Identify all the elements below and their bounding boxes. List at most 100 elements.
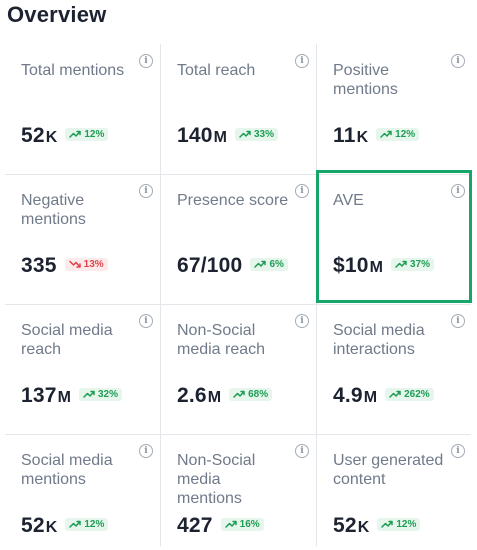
metric-label: AVE bbox=[333, 192, 364, 209]
info-icon[interactable]: i bbox=[451, 314, 465, 328]
metric-unit: M bbox=[57, 389, 71, 406]
trend-down-badge: 13% bbox=[64, 257, 108, 271]
change-percent: 37% bbox=[409, 258, 430, 270]
change-percent: 6% bbox=[269, 258, 284, 270]
info-icon[interactable]: i bbox=[295, 54, 309, 68]
change-percent: 12% bbox=[396, 518, 417, 530]
trending-up-icon bbox=[395, 259, 410, 269]
change-percent: 33% bbox=[253, 128, 274, 140]
metric-unit: K bbox=[356, 129, 369, 146]
metric-value-row: 52 K 12% bbox=[21, 514, 109, 538]
metric-value-row: 335 13% bbox=[21, 254, 108, 278]
change-percent: 68% bbox=[248, 388, 269, 400]
change-percent: 16% bbox=[239, 518, 260, 530]
metric-label: Non-Social media reach bbox=[177, 322, 266, 358]
info-icon[interactable]: i bbox=[139, 54, 153, 68]
metric-card-negative-mentions: Negative mentions i 335 13% bbox=[5, 174, 161, 304]
info-icon[interactable]: i bbox=[451, 54, 465, 68]
info-icon[interactable]: i bbox=[295, 314, 309, 328]
metric-value-row: 67/100 6% bbox=[177, 254, 288, 278]
metric-value: 67/100 bbox=[177, 254, 243, 277]
metric-label: User generated content bbox=[333, 452, 444, 488]
metric-value: 335 bbox=[21, 254, 57, 277]
column-divider bbox=[160, 44, 161, 546]
trend-up-badge: 32% bbox=[78, 387, 122, 401]
metric-unit: M bbox=[207, 389, 222, 406]
metric-value: $10 bbox=[333, 254, 369, 277]
trending-up-icon bbox=[380, 129, 395, 139]
info-icon[interactable]: i bbox=[451, 184, 465, 198]
metric-value-row: 11 K 12% bbox=[333, 124, 420, 148]
metric-unit: M bbox=[369, 259, 383, 276]
trend-up-badge: 12% bbox=[377, 517, 421, 531]
trending-up-icon bbox=[69, 129, 84, 139]
metric-card-social-media-reach: Social media reach i 137 M 32% bbox=[5, 304, 161, 434]
metric-card-total-reach: Total reach i 140 M 33% bbox=[161, 44, 317, 174]
metric-value-row: 140 M 33% bbox=[177, 124, 278, 148]
info-icon[interactable]: i bbox=[139, 184, 153, 198]
metric-label: Total reach bbox=[177, 62, 256, 79]
trending-up-icon bbox=[381, 519, 396, 529]
metric-card-presence-score: Presence score i 67/100 6% bbox=[161, 174, 317, 304]
trending-down-icon bbox=[68, 259, 84, 269]
trending-up-icon bbox=[254, 259, 269, 269]
trending-up-icon bbox=[389, 389, 404, 399]
trending-up-icon bbox=[239, 129, 254, 139]
trend-up-badge: 12% bbox=[65, 517, 109, 531]
change-percent: 12% bbox=[84, 518, 105, 530]
metric-value: 427 bbox=[177, 514, 213, 537]
change-percent: 13% bbox=[83, 258, 104, 270]
metric-value: 140 bbox=[177, 124, 213, 147]
trend-up-badge: 12% bbox=[65, 127, 109, 141]
metric-unit: K bbox=[357, 519, 370, 536]
trending-up-icon bbox=[224, 519, 240, 529]
row-divider bbox=[5, 304, 471, 305]
change-percent: 262% bbox=[404, 388, 430, 400]
row-divider bbox=[5, 174, 471, 175]
metric-label: Social media interactions bbox=[333, 322, 425, 358]
metric-label: Social media mentions bbox=[21, 452, 113, 488]
metric-card-social-media-mentions: Social media mentions i 52 K 12% bbox=[5, 434, 161, 550]
metric-value: 11 bbox=[333, 124, 356, 147]
metric-unit: K bbox=[45, 129, 58, 146]
metric-value: 52 bbox=[21, 514, 45, 537]
metric-value-row: 4.9 M 262% bbox=[333, 384, 434, 408]
metric-value-row: 427 16% bbox=[177, 514, 264, 538]
metric-card-positive-mentions: Positive mentions i 11 K 12% bbox=[317, 44, 473, 174]
metric-label: Negative mentions bbox=[21, 192, 86, 228]
trending-up-icon bbox=[233, 389, 248, 399]
metric-value: 4.9 bbox=[333, 384, 363, 407]
metric-value: 2.6 bbox=[177, 384, 207, 407]
metric-value-row: 2.6 M 68% bbox=[177, 384, 273, 408]
trending-up-icon bbox=[69, 519, 84, 529]
info-icon[interactable]: i bbox=[451, 444, 465, 458]
metric-label: Total mentions bbox=[21, 62, 125, 79]
info-icon[interactable]: i bbox=[295, 444, 309, 458]
trend-up-badge: 37% bbox=[390, 257, 434, 271]
info-icon[interactable]: i bbox=[139, 444, 153, 458]
metric-card-total-mentions: Total mentions i 52 K 12% bbox=[5, 44, 161, 174]
trend-up-badge: 12% bbox=[376, 127, 420, 141]
metric-unit: M bbox=[363, 389, 378, 406]
info-icon[interactable]: i bbox=[295, 184, 309, 198]
change-percent: 12% bbox=[84, 128, 105, 140]
metric-card-social-media-interactions: Social media interactions i 4.9 M 262% bbox=[317, 304, 473, 434]
trend-up-badge: 262% bbox=[385, 387, 434, 401]
metric-card-non-social-media-mentions: Non-Social media mentions i 427 16% bbox=[161, 434, 317, 550]
metric-card-ave: AVE i $10 M 37% bbox=[317, 174, 473, 304]
metric-label: Presence score bbox=[177, 192, 289, 209]
metric-label: Positive mentions bbox=[333, 62, 398, 98]
metric-unit: K bbox=[45, 519, 58, 536]
row-divider bbox=[5, 434, 471, 435]
metrics-grid: Total mentions i 52 K 12% Total reach i 140 M 33%… bbox=[5, 44, 473, 546]
trend-up-badge: 68% bbox=[229, 387, 273, 401]
metric-label: Non-Social media mentions bbox=[177, 452, 256, 507]
trend-up-badge: 33% bbox=[234, 127, 278, 141]
trending-up-icon bbox=[83, 389, 98, 399]
selected-card-highlight bbox=[316, 170, 472, 303]
page-title: Overview bbox=[7, 2, 107, 27]
info-icon[interactable]: i bbox=[139, 314, 153, 328]
metric-card-non-social-media-reach: Non-Social media reach i 2.6 M 68% bbox=[161, 304, 317, 434]
metric-value-row: 52 K 12% bbox=[333, 514, 421, 538]
